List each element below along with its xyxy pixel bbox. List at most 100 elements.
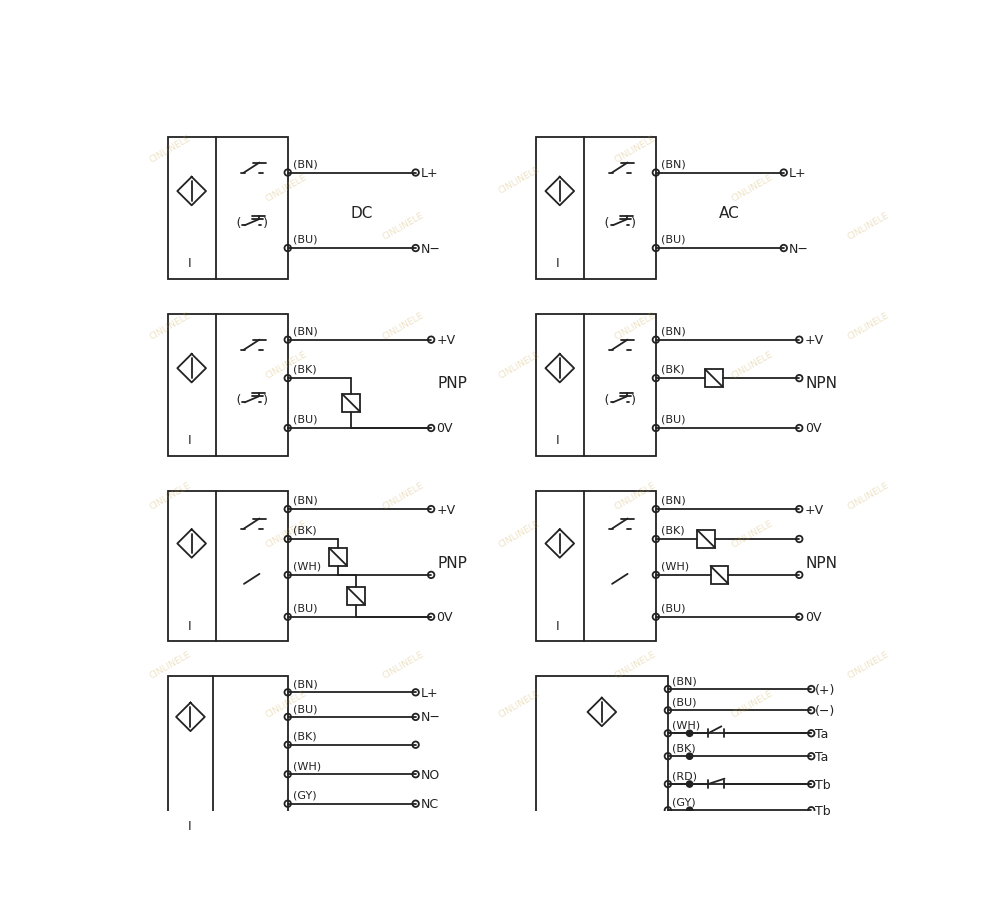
Text: (: (: [602, 217, 610, 230]
Text: CINLINELE: CINLINELE: [613, 134, 658, 165]
Text: CINLINELE: CINLINELE: [148, 311, 193, 342]
Text: PNP: PNP: [437, 556, 467, 571]
Text: Ta: Ta: [815, 750, 829, 763]
Bar: [711, 567, 728, 584]
Text: (BN): (BN): [672, 675, 697, 685]
Text: 0V: 0V: [805, 610, 821, 624]
Bar: [168, 138, 288, 280]
Bar: [342, 394, 360, 413]
Bar: [347, 588, 365, 605]
Text: (: (: [602, 394, 610, 407]
Text: (BU): (BU): [661, 603, 686, 613]
Circle shape: [687, 753, 693, 759]
Text: (BN): (BN): [293, 679, 318, 689]
Text: CINLINELE: CINLINELE: [497, 688, 542, 719]
Text: (BN): (BN): [661, 159, 686, 169]
Bar: [168, 676, 288, 840]
Bar: [536, 676, 668, 840]
Text: CINLINELE: CINLINELE: [730, 518, 774, 549]
Text: Ta: Ta: [815, 727, 829, 740]
Text: NC: NC: [421, 797, 439, 810]
Bar: [705, 370, 723, 387]
Text: (BU): (BU): [293, 603, 318, 613]
Text: ): ): [262, 217, 269, 230]
Text: (−): (−): [815, 704, 835, 717]
Text: L+: L+: [789, 167, 807, 179]
Text: CINLINELE: CINLINELE: [497, 518, 542, 549]
Text: CINLINELE: CINLINELE: [381, 650, 425, 681]
Text: (GY): (GY): [672, 796, 695, 806]
Text: CINLINELE: CINLINELE: [148, 480, 193, 511]
Text: CINLINELE: CINLINELE: [730, 172, 774, 203]
Text: CINLINELE: CINLINELE: [497, 165, 542, 196]
Text: (BN): (BN): [293, 159, 318, 169]
Text: CINLINELE: CINLINELE: [264, 349, 309, 380]
Text: (BU): (BU): [661, 234, 686, 244]
Text: Tb: Tb: [815, 804, 831, 817]
Bar: [536, 492, 656, 641]
Bar: [168, 492, 288, 641]
Text: (WH): (WH): [672, 720, 700, 730]
Text: AC: AC: [719, 206, 740, 220]
Circle shape: [687, 731, 693, 736]
Text: (BK): (BK): [661, 525, 685, 535]
Text: CINLINELE: CINLINELE: [730, 688, 774, 719]
Bar: [536, 314, 656, 457]
Text: (BU): (BU): [661, 415, 686, 425]
Text: CINLINELE: CINLINELE: [613, 480, 658, 511]
Text: (WH): (WH): [293, 761, 321, 771]
Text: (: (: [234, 217, 242, 230]
Text: N−: N−: [421, 242, 441, 255]
Text: 0V: 0V: [437, 422, 453, 435]
Text: CINLINELE: CINLINELE: [381, 311, 425, 342]
Text: (BN): (BN): [293, 496, 318, 506]
Text: (WH): (WH): [661, 561, 689, 571]
Text: NPN: NPN: [805, 375, 837, 391]
Text: PNP: PNP: [437, 375, 467, 391]
Text: CINLINELE: CINLINELE: [846, 650, 890, 681]
Bar: [168, 314, 288, 457]
Text: NO: NO: [421, 768, 440, 781]
Text: (BK): (BK): [293, 732, 317, 741]
Text: (BU): (BU): [293, 415, 318, 425]
Text: CINLINELE: CINLINELE: [148, 134, 193, 165]
Text: CINLINELE: CINLINELE: [381, 210, 425, 241]
Text: I: I: [556, 434, 559, 446]
Text: (BK): (BK): [661, 364, 685, 374]
Text: (BK): (BK): [293, 525, 317, 535]
Text: +V: +V: [437, 333, 456, 347]
Text: CINLINELE: CINLINELE: [613, 311, 658, 342]
Text: Tb: Tb: [815, 778, 831, 791]
Text: ): ): [262, 394, 269, 407]
Text: (BU): (BU): [293, 703, 318, 713]
Text: CINLINELE: CINLINELE: [148, 650, 193, 681]
Text: NPN: NPN: [805, 556, 837, 571]
Text: +V: +V: [437, 503, 456, 516]
Bar: [329, 548, 347, 566]
Text: (BN): (BN): [661, 326, 686, 336]
Text: (WH): (WH): [293, 561, 321, 571]
Text: CINLINELE: CINLINELE: [497, 349, 542, 380]
Text: CINLINELE: CINLINELE: [846, 210, 890, 241]
Text: I: I: [187, 434, 191, 446]
Text: CINLINELE: CINLINELE: [730, 349, 774, 380]
Text: (BK): (BK): [293, 364, 317, 374]
Text: CINLINELE: CINLINELE: [264, 172, 309, 203]
Text: ): ): [630, 217, 638, 230]
Text: I: I: [556, 257, 559, 270]
Circle shape: [687, 807, 693, 814]
Circle shape: [687, 782, 693, 787]
Text: (BN): (BN): [293, 326, 318, 336]
Text: +V: +V: [805, 503, 824, 516]
Text: CINLINELE: CINLINELE: [613, 650, 658, 681]
Text: I: I: [187, 257, 191, 270]
Text: (RD): (RD): [672, 771, 697, 781]
Text: L+: L+: [421, 167, 439, 179]
Text: (BU): (BU): [672, 697, 696, 707]
Text: I: I: [187, 819, 191, 832]
Text: +V: +V: [805, 333, 824, 347]
Text: (BK): (BK): [672, 742, 695, 752]
Text: ): ): [630, 394, 638, 407]
Text: (BN): (BN): [661, 496, 686, 506]
Text: CINLINELE: CINLINELE: [264, 518, 309, 549]
